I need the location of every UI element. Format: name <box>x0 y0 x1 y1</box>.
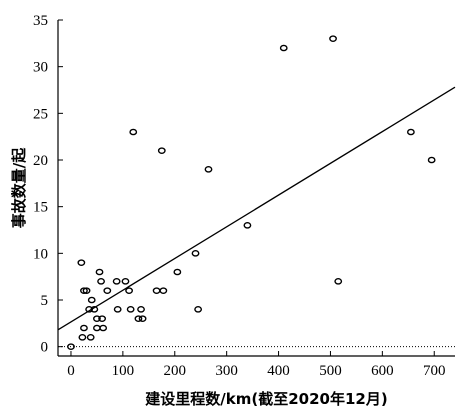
data-point <box>86 334 95 341</box>
data-point <box>427 156 436 164</box>
data-point <box>87 296 96 304</box>
data-point <box>129 128 138 136</box>
data-point <box>204 166 213 173</box>
x-tick-label: 700 <box>423 363 446 379</box>
data-point <box>93 315 101 322</box>
y-axis-title: 事故数量/起 <box>10 147 28 228</box>
data-point <box>152 287 161 294</box>
marks-layer <box>57 35 456 350</box>
y-tick-label: 0 <box>41 340 49 356</box>
data-point <box>112 278 121 285</box>
data-point <box>125 287 133 294</box>
y-tick-label: 30 <box>33 60 48 76</box>
data-point <box>279 44 288 52</box>
data-point <box>103 287 112 294</box>
data-point <box>243 222 252 229</box>
data-point <box>329 35 337 42</box>
x-tick-label: 300 <box>215 363 238 379</box>
data-point <box>77 259 86 266</box>
x-tick-label: 0 <box>67 363 75 379</box>
data-point <box>97 278 105 285</box>
data-point <box>82 287 91 294</box>
data-point <box>334 278 343 285</box>
data-point <box>126 306 135 313</box>
data-point <box>90 306 99 313</box>
x-axis-title: 建设里程数/km(截至2020年12月) <box>145 390 387 408</box>
data-point <box>173 268 182 276</box>
x-tick-label: 500 <box>319 363 342 379</box>
data-point <box>191 250 200 257</box>
data-point <box>67 343 75 350</box>
data-point <box>157 147 166 154</box>
data-point <box>80 324 88 332</box>
y-tick-label: 25 <box>33 106 48 122</box>
labels-layer: 建设里程数/km(截至2020年12月) 事故数量/起 0 100 200 300 40… <box>10 13 445 408</box>
data-point <box>113 306 122 313</box>
data-point <box>78 334 87 341</box>
data-point <box>138 315 147 322</box>
y-tick-label: 15 <box>33 200 48 216</box>
y-tick-label: 10 <box>33 246 48 262</box>
fit-line <box>57 86 456 331</box>
x-tick-label: 100 <box>112 363 135 379</box>
x-tick-label: 600 <box>371 363 394 379</box>
y-tick-label: 20 <box>33 153 48 169</box>
data-point <box>159 287 168 294</box>
data-point <box>121 278 130 285</box>
data-point <box>194 306 203 313</box>
data-point <box>406 128 415 136</box>
data-point <box>85 306 94 313</box>
data-point <box>98 315 107 322</box>
axes-layer <box>57 19 455 357</box>
data-point <box>99 324 108 332</box>
data-point <box>134 315 143 322</box>
y-tick-label: 35 <box>33 13 48 29</box>
x-tick-label: 200 <box>164 363 187 379</box>
data-point <box>137 306 145 313</box>
data-point <box>93 324 101 332</box>
x-tick-label: 400 <box>267 363 290 379</box>
y-tick-label: 5 <box>41 293 49 309</box>
data-point <box>95 268 104 276</box>
